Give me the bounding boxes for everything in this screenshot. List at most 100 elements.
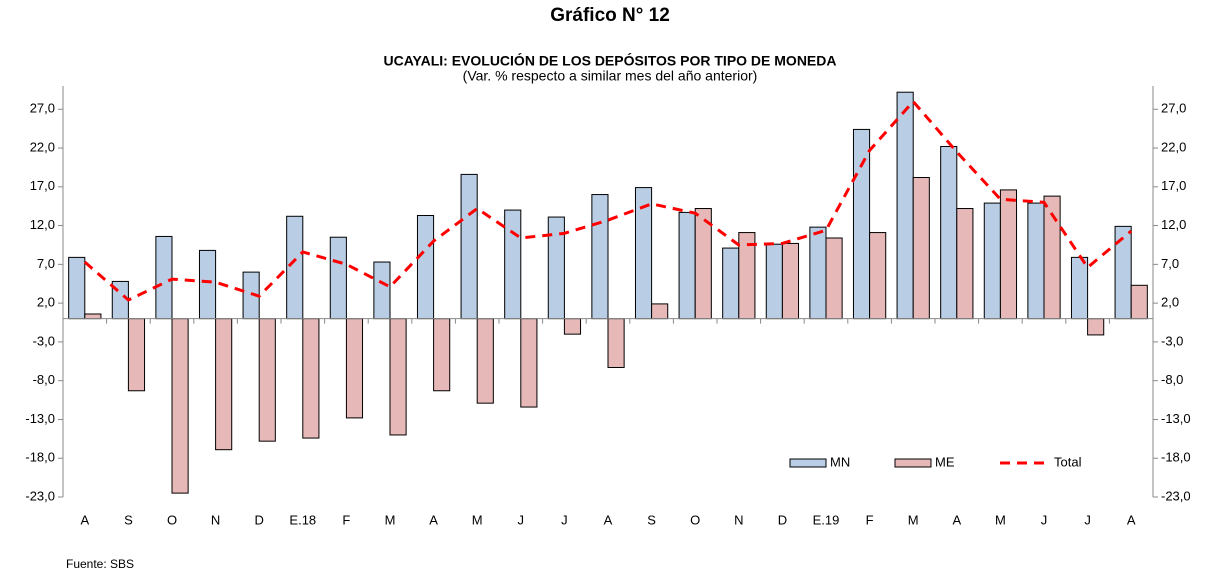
x-tick-label: N — [211, 512, 220, 527]
y2-tick-label: 27,0 — [1161, 101, 1186, 116]
y-tick-label: 22,0 — [30, 139, 55, 154]
x-tick-label: M — [385, 512, 396, 527]
legend-label: MN — [830, 454, 850, 469]
y-tick-label: 27,0 — [30, 101, 55, 116]
y-tick-label: -13,0 — [25, 411, 55, 426]
bar — [171, 318, 189, 494]
bar — [563, 318, 582, 335]
y2-tick-label: 17,0 — [1161, 178, 1186, 193]
x-tick-label: A — [80, 512, 89, 527]
legend-label: Total — [1054, 454, 1082, 469]
y2-tick-label: -13,0 — [1161, 411, 1191, 426]
bar — [940, 145, 958, 320]
x-tick-label: O — [690, 512, 700, 527]
bar — [68, 256, 86, 320]
y-tick-label: 7,0 — [37, 256, 55, 271]
bar — [852, 128, 871, 320]
y2-tick-label: 2,0 — [1161, 295, 1179, 310]
bar — [520, 318, 538, 408]
y2-tick-label: -23,0 — [1161, 488, 1191, 503]
bar — [869, 232, 887, 320]
x-tick-label: J — [561, 512, 568, 527]
x-tick-label: J — [1084, 512, 1091, 527]
y-tick-label: -3,0 — [33, 333, 55, 348]
bar — [258, 318, 276, 442]
x-tick-label: A — [604, 512, 613, 527]
bar — [694, 208, 712, 320]
bar — [155, 235, 173, 320]
y2-tick-label: -8,0 — [1161, 372, 1183, 387]
bar — [607, 318, 625, 368]
bar — [215, 318, 233, 451]
bar — [286, 215, 304, 320]
x-tick-label: M — [472, 512, 483, 527]
bar — [591, 194, 609, 320]
x-tick-label: S — [647, 512, 656, 527]
x-tick-label: F — [866, 512, 874, 527]
x-tick-label: A — [429, 512, 438, 527]
bar — [1070, 256, 1089, 320]
bar — [983, 202, 1001, 320]
bar — [781, 242, 800, 320]
y2-tick-label: 12,0 — [1161, 217, 1186, 232]
x-tick-label: N — [734, 512, 743, 527]
x-tick-label: A — [1127, 512, 1136, 527]
y2-tick-label: -3,0 — [1161, 333, 1183, 348]
bar — [389, 318, 407, 436]
bar — [198, 249, 217, 320]
bar — [912, 177, 930, 320]
x-tick-label: A — [952, 512, 961, 527]
x-tick-label: M — [995, 512, 1006, 527]
x-tick-label: J — [518, 512, 525, 527]
legend-swatch — [894, 458, 932, 468]
y2-tick-label: 22,0 — [1161, 139, 1186, 154]
x-tick-label: D — [778, 512, 787, 527]
y-tick-label: -18,0 — [25, 450, 55, 465]
bar — [896, 91, 914, 320]
bar — [373, 261, 391, 320]
y2-tick-label: 7,0 — [1161, 256, 1179, 271]
x-tick-label: E.19 — [813, 512, 840, 527]
bar — [345, 318, 364, 419]
bar — [722, 247, 740, 320]
bar — [416, 215, 435, 320]
bar — [476, 318, 494, 404]
bar — [825, 237, 843, 320]
bar — [809, 226, 827, 320]
bar — [433, 318, 451, 392]
bar — [1114, 225, 1132, 320]
y2-tick-label: -18,0 — [1161, 450, 1191, 465]
x-tick-label: O — [167, 512, 177, 527]
bar — [504, 209, 522, 320]
bar — [956, 208, 974, 320]
bar — [765, 243, 783, 320]
bar — [460, 173, 478, 320]
y-tick-label: 2,0 — [37, 295, 55, 310]
y-tick-label: 17,0 — [30, 178, 55, 193]
bar — [1130, 284, 1148, 320]
x-tick-label: D — [255, 512, 264, 527]
bar — [651, 303, 669, 320]
line — [83, 99, 1133, 302]
bar — [84, 313, 102, 320]
x-tick-label: J — [1041, 512, 1048, 527]
bar — [329, 236, 347, 320]
bar — [127, 318, 146, 392]
source: Fuente: SBS — [66, 557, 134, 571]
chart-title: Gráfico N° 12 — [550, 5, 670, 26]
bar — [678, 211, 696, 320]
chart-subtitle: UCAYALI: EVOLUCIÓN DE LOS DEPÓSITOS POR … — [384, 52, 837, 69]
x-tick-label: E.18 — [289, 512, 316, 527]
legend-swatch — [789, 458, 827, 468]
bar — [999, 189, 1018, 320]
x-tick-label: F — [342, 512, 350, 527]
bar — [1087, 318, 1105, 336]
legend-label: ME — [935, 454, 955, 469]
chart-note: (Var. % respecto a similar mes del año a… — [463, 68, 758, 84]
y-tick-label: -8,0 — [33, 372, 55, 387]
bar — [1027, 202, 1045, 320]
y-tick-label: 12,0 — [30, 217, 55, 232]
x-tick-label: S — [124, 512, 133, 527]
